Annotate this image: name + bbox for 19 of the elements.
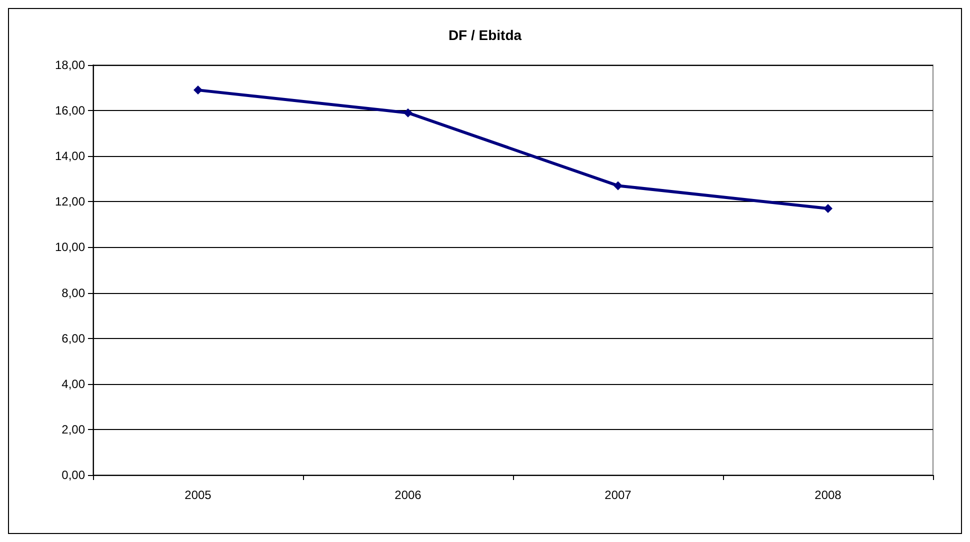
y-tick-label: 12,00 <box>54 194 86 209</box>
y-tick-label: 0,00 <box>62 468 86 482</box>
y-tick-label: 14,00 <box>54 149 86 164</box>
x-tick-label: 2007 <box>604 488 632 502</box>
point <box>194 86 202 95</box>
x-tick-label: 2006 <box>394 488 422 502</box>
y-tick-label: 18,00 <box>54 58 86 72</box>
chart-title: DF / Ebitda <box>448 27 522 43</box>
point <box>824 204 832 213</box>
x-tick-label: 2005 <box>184 488 212 502</box>
y-tick-label: 8,00 <box>62 286 86 300</box>
y-tick-label: 4,00 <box>62 376 86 391</box>
point <box>404 108 412 118</box>
y-tick-label: 16,00 <box>54 104 86 118</box>
y-tick-label: 2,00 <box>62 422 86 436</box>
point <box>614 181 622 190</box>
x-tick-label: 2008 <box>814 488 842 502</box>
y-tick-label: 6,00 <box>62 331 86 346</box>
y-tick-label: 10,00 <box>54 240 86 254</box>
